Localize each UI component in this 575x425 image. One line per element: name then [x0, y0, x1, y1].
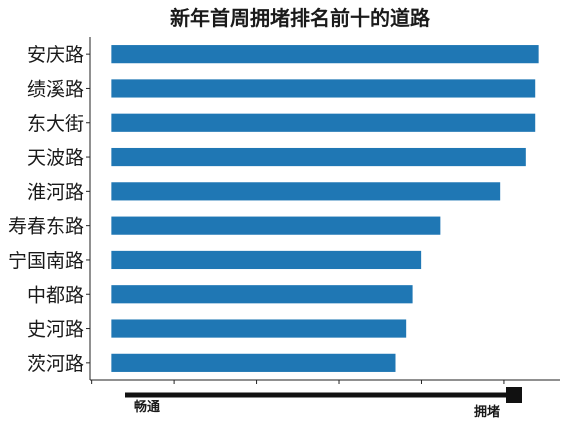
bar-5 [111, 182, 501, 201]
congestion-scale: 畅通 拥堵 [125, 387, 522, 420]
category-label-10: 茨河路 [27, 353, 84, 375]
category-label-8: 中都路 [27, 284, 84, 306]
chart-title: 新年首周拥堵排名前十的道路 [170, 6, 431, 30]
category-label-3: 东大街 [27, 113, 84, 135]
category-label-5: 淮河路 [27, 181, 84, 203]
category-label-6: 寿春东路 [8, 216, 84, 238]
bar-4 [111, 147, 526, 167]
category-label-7: 宁国南路 [8, 250, 84, 272]
bar-3 [111, 113, 536, 132]
bar-8 [111, 285, 413, 304]
category-label-2: 绩溪路 [27, 78, 84, 100]
bar-7 [111, 250, 422, 270]
bar-2 [111, 79, 536, 98]
scale-end-marker [506, 387, 522, 403]
category-label-1: 安庆路 [27, 44, 84, 66]
category-label-4: 天波路 [27, 147, 84, 169]
bar-6 [111, 216, 441, 235]
bar-10 [111, 353, 396, 372]
scale-high-label: 拥堵 [474, 404, 500, 420]
bar-9 [111, 319, 407, 338]
bar-1 [111, 45, 539, 64]
scale-low-label: 畅通 [134, 399, 160, 415]
category-label-9: 史河路 [27, 319, 84, 341]
